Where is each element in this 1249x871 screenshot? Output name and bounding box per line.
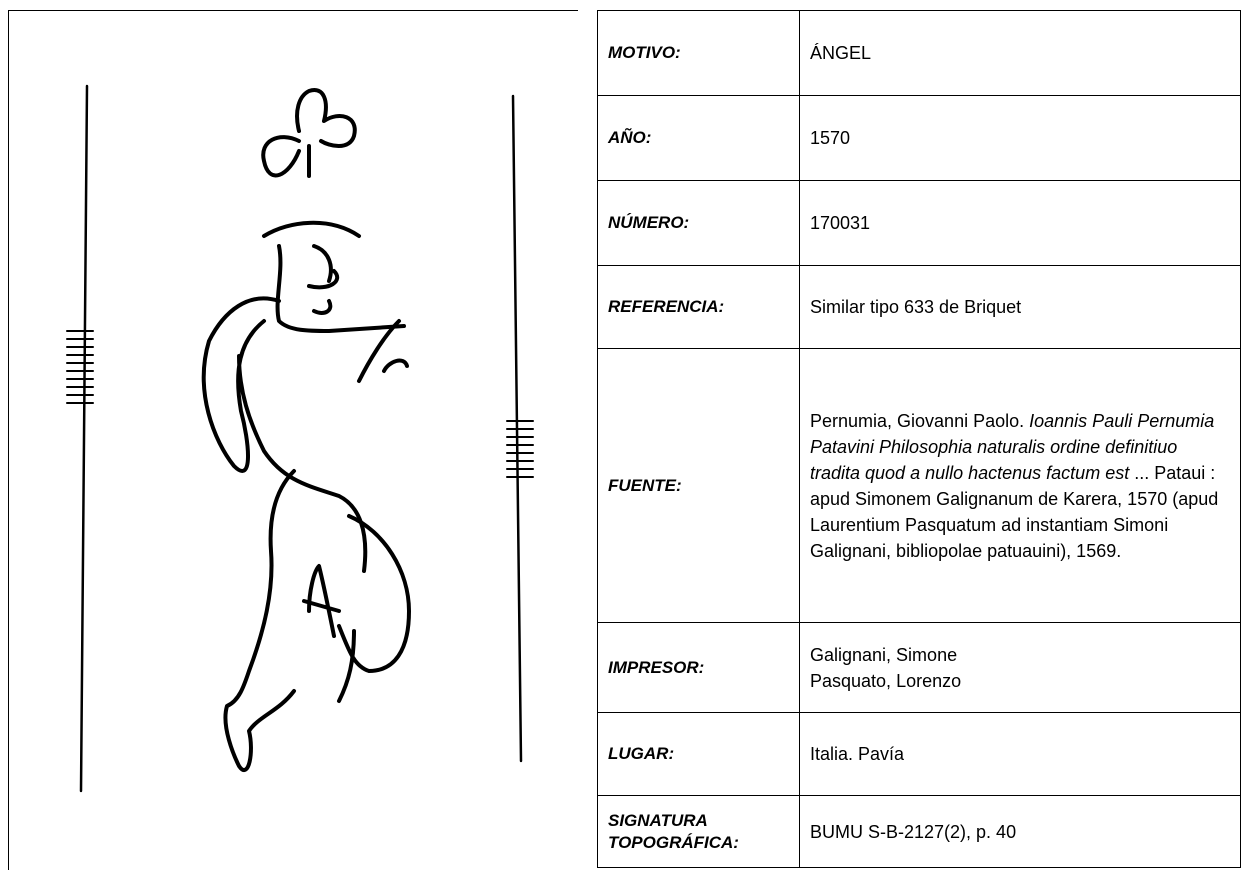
field-value: Pernumia, Giovanni Paolo. Ioannis Pauli … — [799, 348, 1241, 623]
row: REFERENCIA: Similar tipo 633 de Briquet — [597, 265, 1241, 349]
field-value: ÁNGEL — [799, 10, 1241, 96]
field-value: BUMU S-B-2127(2), p. 40 — [799, 795, 1241, 868]
row: NÚMERO: 170031 — [597, 180, 1241, 266]
field-value: Galignani, Simone Pasquato, Lorenzo — [799, 622, 1241, 713]
field-value: 1570 — [799, 95, 1241, 181]
row: MOTIVO: ÁNGEL — [597, 10, 1241, 96]
printer: Galignani, Simone — [810, 644, 958, 665]
field-value: Similar tipo 633 de Briquet — [799, 265, 1241, 349]
row: LUGAR: Italia. Pavía — [597, 712, 1241, 796]
imprint: ... Pataui : apud Simonem Galignanum de … — [810, 462, 1219, 561]
field-label: FUENTE: — [597, 348, 800, 623]
record-table: MOTIVO: ÁNGEL AÑO: 1570 NÚMERO: 170031 REFE… — [597, 10, 1241, 868]
printer: Pasquato, Lorenzo — [810, 670, 962, 691]
field-value: Italia. Pavía — [799, 712, 1241, 796]
row: AÑO: 1570 — [597, 95, 1241, 181]
field-label: LUGAR: — [597, 712, 800, 796]
field-label: IMPRESOR: — [597, 622, 800, 713]
author: Pernumia, Giovanni Paolo. — [810, 410, 1025, 431]
watermark-drawing — [66, 84, 534, 793]
title: Ioannis Pauli Pernumia Patavini Philosop… — [810, 410, 1215, 483]
field-label: SIGNATURA TOPOGRÁFICA: — [597, 795, 800, 868]
field-label: REFERENCIA: — [597, 265, 800, 349]
field-label: NÚMERO: — [597, 180, 800, 266]
field-label: MOTIVO: — [597, 10, 800, 96]
row: FUENTE: Pernumia, Giovanni Paolo. Ioannis… — [597, 348, 1241, 623]
row: SIGNATURA TOPOGRÁFICA: BUMU S-B-2127(2), … — [597, 795, 1241, 868]
field-label: AÑO: — [597, 95, 800, 181]
row: IMPRESOR: Galignani, Simone Pasquato, Lore… — [597, 622, 1241, 713]
watermark-image — [8, 10, 578, 870]
field-value: 170031 — [799, 180, 1241, 266]
